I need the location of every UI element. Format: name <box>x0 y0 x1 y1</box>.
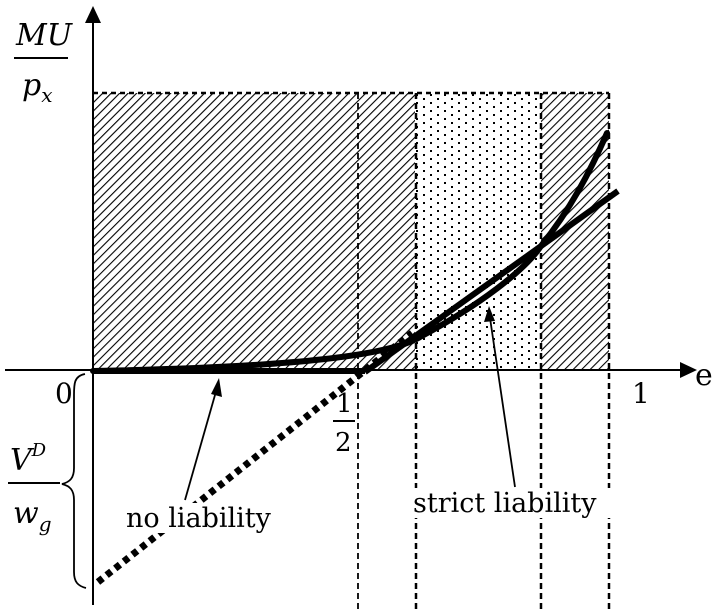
strict-liability-label-bg <box>412 488 640 518</box>
hatched-region-no-liability <box>93 93 415 370</box>
y-axis-label-denominator: px <box>22 68 53 107</box>
dotted-diagonal-line <box>95 330 415 585</box>
no-liability-label: no liability <box>126 503 272 534</box>
x-axis-label: e <box>695 358 713 393</box>
brace <box>61 373 87 589</box>
x-axis-arrowhead <box>680 362 697 378</box>
half-label-numerator: 1 <box>336 389 353 419</box>
one-label: 1 <box>632 377 650 410</box>
strict-liability-arrow-line <box>489 317 516 488</box>
strict-liability-arrowhead <box>484 306 495 322</box>
y-axis-label-numerator: MU <box>15 18 74 53</box>
half-label-denominator: 2 <box>335 428 352 458</box>
y-axis-arrowhead <box>85 6 101 23</box>
wg-label: wg <box>13 496 52 536</box>
origin-label: 0 <box>55 377 73 410</box>
marginal-utility-curve <box>90 130 610 374</box>
strict-liability-label: strict liability <box>413 488 597 519</box>
no-liability-arrowhead <box>211 378 222 397</box>
vd-label: VD <box>10 440 47 478</box>
no-liability-arrow-line <box>184 387 218 501</box>
no-liability-label-bg <box>125 503 303 533</box>
